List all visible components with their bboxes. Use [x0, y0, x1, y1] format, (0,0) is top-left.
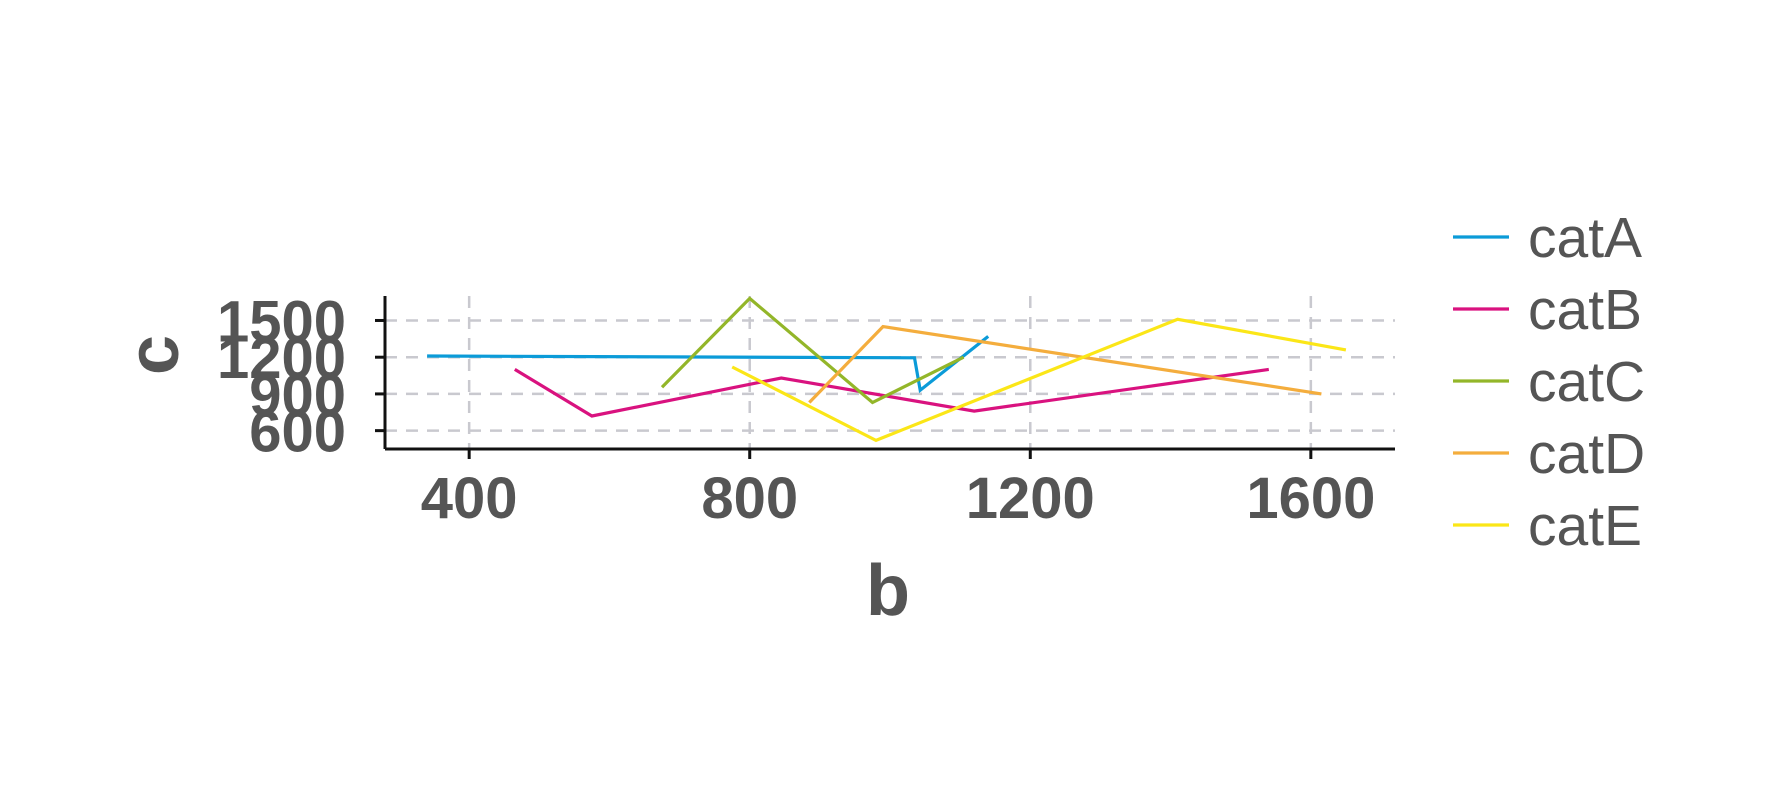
- x-tick-label-3: 1600: [1246, 466, 1375, 531]
- legend-label-catB: catB: [1528, 278, 1642, 342]
- legend-label-catA: catA: [1528, 206, 1642, 270]
- plot-lines: [427, 296, 1347, 443]
- x-axis-title: b: [866, 551, 910, 631]
- legend-label-catD: catD: [1528, 422, 1645, 486]
- y-tick-label-2: 1200: [217, 326, 346, 391]
- series-line-catB: [513, 367, 1270, 418]
- y-tick-label-0: 600: [249, 400, 346, 465]
- y-tick-label-1: 900: [249, 363, 346, 428]
- x-tick-label-0: 400: [421, 466, 518, 531]
- series-line-catD: [808, 324, 1322, 404]
- series-line-catA: [427, 335, 990, 394]
- y-axis-title: c: [114, 335, 194, 375]
- y-tick-label-3: 1500: [217, 289, 346, 354]
- series-line-catE: [731, 317, 1347, 443]
- x-tick-label-1: 800: [701, 466, 798, 531]
- legend-label-catC: catC: [1528, 350, 1645, 414]
- series-line-catC: [660, 296, 965, 405]
- axes: [375, 296, 1395, 459]
- legend-label-catE: catE: [1528, 494, 1642, 558]
- x-tick-label-2: 1200: [966, 466, 1095, 531]
- legend: catA catB catC catD catE: [1453, 206, 1645, 558]
